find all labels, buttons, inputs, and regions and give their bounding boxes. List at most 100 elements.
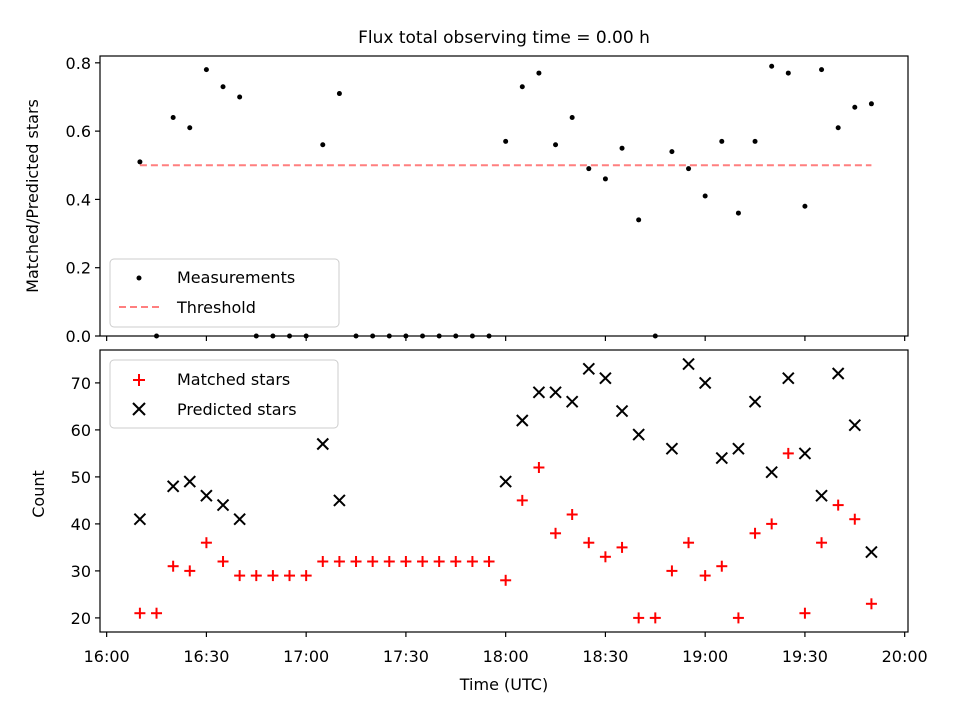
top-panel: 0.00.20.40.60.8 Matched/Predicted stars …: [23, 54, 909, 346]
measurement-point: [203, 67, 209, 73]
measurement-point: [602, 176, 608, 182]
matched-point: [533, 462, 545, 473]
legend-predicted-label: Predicted stars: [177, 400, 297, 419]
measurement-point: [336, 91, 342, 97]
x-tick-label: 20:00: [882, 647, 928, 666]
matched-point: [550, 527, 562, 539]
matched-point: [583, 537, 595, 549]
predicted-point: [499, 475, 512, 488]
matched-point: [300, 570, 312, 582]
predicted-point: [516, 414, 529, 427]
legend-matched-marker: [133, 374, 145, 386]
measurement-point: [686, 166, 692, 172]
measurement-point: [303, 333, 309, 339]
matched-point: [782, 447, 794, 459]
measurement-point: [752, 138, 758, 144]
measurement-point: [785, 70, 791, 76]
measurement-point: [868, 101, 874, 107]
top-x-ticks: [106, 336, 906, 341]
predicted-point: [632, 428, 645, 441]
bottom-y-tick-label: 20: [71, 609, 91, 628]
measurement-point: [386, 333, 392, 339]
matched-point: [250, 570, 262, 582]
measurement-point: [735, 210, 741, 216]
matched-point: [683, 537, 695, 549]
matched-point: [516, 494, 528, 506]
bottom-y-ticks: 20 30 40 50 60 70: [71, 374, 100, 628]
predicted-point: [166, 480, 180, 493]
measurement-point: [453, 333, 459, 339]
x-tick-label: 17:30: [383, 647, 429, 666]
measurement-point: [486, 333, 492, 339]
matched-point: [367, 556, 379, 567]
x-tick-label: 17:00: [283, 647, 329, 666]
measurement-point: [287, 333, 293, 339]
matched-point: [333, 556, 345, 567]
measurement-point: [652, 333, 658, 339]
predicted-point: [698, 376, 712, 390]
predicted-point: [316, 437, 329, 451]
measurement-point: [669, 149, 675, 155]
predicted-point: [765, 465, 778, 479]
top-y-tick-label: 0.4: [66, 190, 91, 209]
x-tick-label: 16:30: [183, 647, 229, 666]
top-y-axis-label: Matched/Predicted stars: [23, 99, 42, 293]
top-legend: Measurements Threshold: [109, 258, 340, 328]
x-tick-label: 18:30: [582, 647, 628, 666]
predicted-point: [715, 451, 729, 465]
matched-point: [816, 537, 828, 549]
x-tick-label: 18:00: [483, 647, 529, 666]
bottom-plot-frame: [99, 349, 909, 633]
x-tick-label: 19:00: [682, 647, 728, 666]
matched-point: [666, 565, 678, 577]
measurement-point: [154, 333, 160, 339]
matched-point: [616, 541, 628, 553]
measurement-point: [220, 84, 226, 90]
legend-measurement-marker: [136, 275, 142, 281]
matched-point: [566, 509, 578, 520]
bottom-y-tick-label: 30: [71, 562, 91, 581]
matched-point: [633, 612, 645, 624]
predicted-point: [782, 371, 795, 385]
measurement-point: [619, 145, 625, 151]
measurement-point: [187, 125, 193, 131]
measurement-point: [353, 333, 359, 339]
measurement-point: [137, 159, 143, 165]
measurement-point: [569, 114, 575, 120]
predicted-point: [565, 395, 579, 408]
measurement-point: [719, 138, 725, 144]
measurement-point: [403, 333, 409, 339]
predicted-point: [798, 447, 812, 460]
predicted-point: [848, 418, 862, 432]
matched-point: [234, 570, 246, 582]
measurement-point: [469, 333, 475, 339]
matched-point: [466, 556, 478, 567]
predicted-point: [582, 362, 595, 376]
predicted-point: [532, 386, 546, 399]
measurement-point: [519, 84, 525, 90]
matched-point: [267, 570, 279, 582]
legend-measurements-label: Measurements: [177, 268, 295, 287]
measurement-point: [170, 114, 176, 120]
matched-point: [317, 556, 329, 567]
matched-point: [383, 556, 395, 567]
matched-point: [766, 518, 778, 530]
matched-point: [151, 607, 163, 619]
matched-point: [483, 556, 495, 567]
measurement-point: [420, 333, 426, 339]
predicted-points: [133, 357, 878, 559]
matched-point: [599, 551, 611, 563]
matched-point: [400, 556, 412, 567]
predicted-point: [599, 371, 612, 385]
matched-point: [749, 527, 761, 539]
measurement-point: [769, 63, 775, 69]
matched-points: [134, 447, 877, 624]
predicted-point: [748, 395, 762, 408]
matched-point: [500, 574, 512, 586]
measurement-point: [702, 193, 708, 199]
measurement-point: [270, 333, 276, 339]
matched-point: [699, 570, 711, 582]
measurement-point: [835, 125, 841, 131]
bottom-legend-box: [109, 359, 339, 429]
predicted-point: [233, 512, 246, 526]
